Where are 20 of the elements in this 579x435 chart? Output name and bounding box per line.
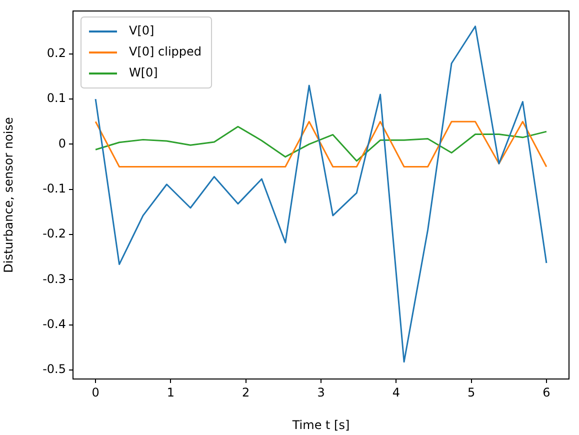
x-tick-label: 3 <box>317 385 325 400</box>
legend-label: V[0] <box>129 24 154 38</box>
y-tick-label: 0.2 <box>46 46 66 60</box>
x-tick-label: 6 <box>542 385 550 400</box>
y-axis-title: Disturbance, sensor noise <box>1 117 16 273</box>
x-tick-label: 2 <box>242 385 250 400</box>
y-tick-label: -0.2 <box>42 226 66 241</box>
legend-label: V[0] clipped <box>129 44 202 59</box>
y-tick-label: 0.1 <box>46 91 66 106</box>
y-tick-label: -0.5 <box>42 362 66 376</box>
x-tick-label: 0 <box>92 385 100 400</box>
y-tick-label: -0.1 <box>42 181 66 196</box>
y-tick-label: -0.4 <box>42 316 66 331</box>
x-tick-label: 5 <box>467 385 476 400</box>
x-tick-label: 4 <box>392 385 400 400</box>
legend-label: W[0] <box>129 66 158 80</box>
y-tick-label: 0 <box>58 136 66 150</box>
x-tick-label: 1 <box>166 385 175 400</box>
y-tick-label: -0.3 <box>42 272 66 286</box>
x-axis-title: Time t [s] <box>291 418 350 432</box>
